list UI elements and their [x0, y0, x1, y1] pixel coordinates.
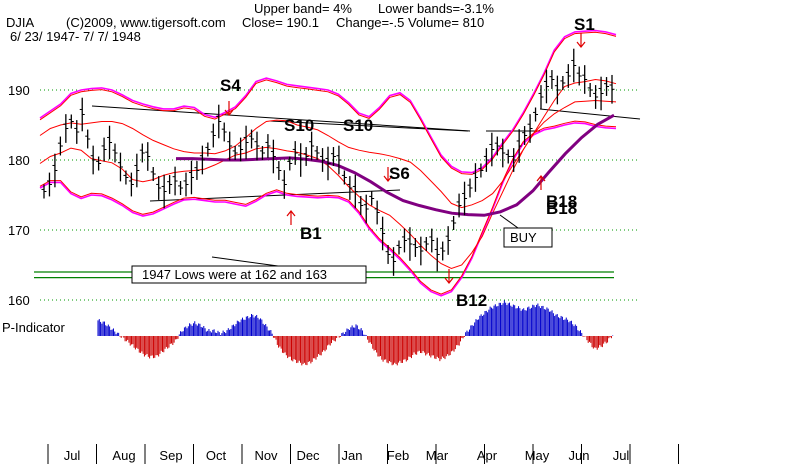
lower-band-inner [39, 120, 617, 295]
p-indicator-histogram [97, 300, 614, 366]
indicator-label: P-Indicator [2, 320, 66, 335]
signal-label: S1 [574, 15, 595, 34]
signal-label: S10 [284, 116, 314, 135]
y-tick-label: 170 [8, 223, 30, 238]
signal-label: B18 [546, 199, 577, 218]
x-tick-label: Sep [159, 448, 182, 463]
y-tick-label: 180 [8, 153, 30, 168]
signal-label: B18 [546, 192, 577, 211]
copyright-label: (C)2009, www.tigersoft.com [66, 15, 226, 30]
x-tick-label: Oct [206, 448, 227, 463]
price-bars [41, 48, 615, 276]
x-tick-label: Apr [477, 448, 498, 463]
signal-arrowhead [286, 210, 296, 217]
signal-label: S4 [220, 76, 241, 95]
upper-band-label: Upper band= 4% [254, 1, 352, 16]
x-axis: Jul Aug Sep Oct Nov Dec Jan Feb Mar Apr May Jun Jul [47, 444, 679, 464]
x-tick-label: Aug [112, 448, 135, 463]
signal-label: S10 [343, 116, 373, 135]
lower-band-label: Lower bands=-3.1% [378, 1, 494, 16]
lower-band-line [39, 122, 617, 297]
change-label: Change=-.5 [336, 15, 404, 30]
x-tick-label: Jan [342, 448, 363, 463]
close-label: Close= 190.1 [242, 15, 319, 30]
moving-average-upper [39, 78, 617, 209]
buy-label: BUY [510, 230, 537, 245]
y-tick-label: 190 [8, 83, 30, 98]
callout-text: 1947 Lows were at 162 and 163 [142, 267, 327, 282]
y-tick-label: 160 [8, 293, 30, 308]
signal-arrowhead [444, 277, 454, 284]
buy-pointer [499, 214, 519, 229]
signal-arrowhead [224, 109, 234, 116]
x-tick-label: May [525, 448, 550, 463]
x-tick-label: Jul [613, 448, 630, 463]
x-tick-label: Feb [387, 448, 409, 463]
signal-arrowhead [383, 175, 393, 182]
symbol-label: DJIA [6, 15, 35, 30]
signal-label: S6 [389, 164, 410, 183]
signal-label: B1 [300, 224, 322, 243]
buy-box [503, 227, 553, 248]
x-tick-label: Jun [569, 448, 590, 463]
volume-label: Volume= 810 [408, 15, 484, 30]
trend-line [539, 108, 641, 120]
x-tick-label: Dec [296, 448, 320, 463]
trend-line [91, 105, 471, 132]
callout-box [131, 265, 367, 284]
upper-band-inner [39, 31, 617, 175]
x-tick-label: Mar [426, 448, 449, 463]
trend-line [269, 120, 469, 132]
signal-arrowhead [536, 175, 546, 182]
y-axis-ticks: 160 170 180 190 [8, 83, 30, 308]
signal-label: B12 [456, 291, 487, 310]
signal-arrowhead [576, 41, 586, 48]
callout-pointer [211, 256, 279, 267]
x-tick-label: Nov [254, 448, 278, 463]
date-range-label: 6/ 23/ 1947- 7/ 7/ 1948 [10, 29, 141, 44]
x-tick-label: Jul [64, 448, 81, 463]
upper-band-line [39, 29, 617, 174]
